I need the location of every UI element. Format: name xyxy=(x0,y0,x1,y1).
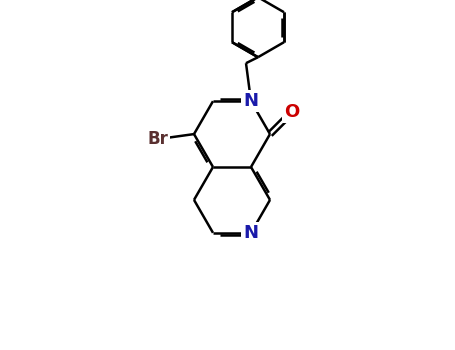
Text: Br: Br xyxy=(147,130,168,148)
Text: N: N xyxy=(243,224,258,242)
Text: O: O xyxy=(284,103,300,121)
Text: N: N xyxy=(243,92,258,110)
